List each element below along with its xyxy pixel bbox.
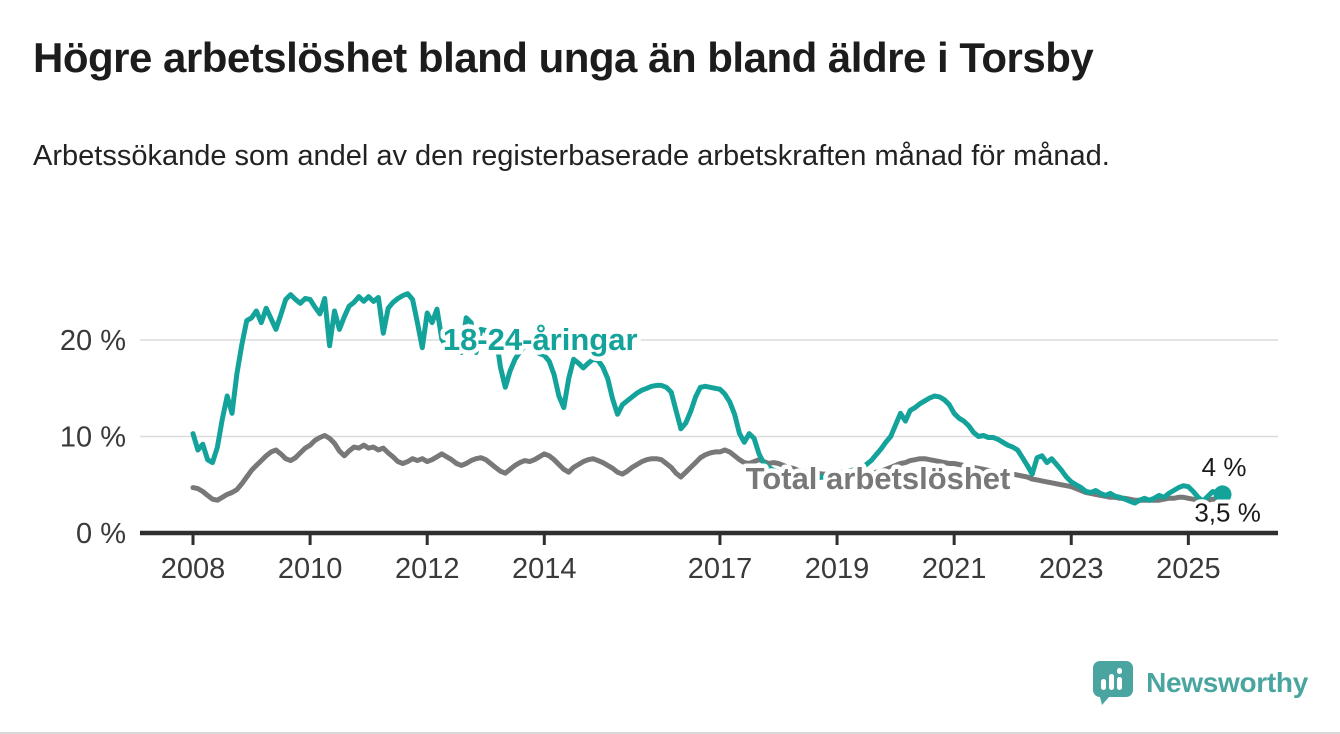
x-tick-label: 2008 xyxy=(161,553,226,585)
x-tick-label: 2017 xyxy=(688,553,753,585)
x-tick-label: 2012 xyxy=(395,553,460,585)
series-line-total-arbetsl-shet xyxy=(190,433,1225,504)
y-tick-label: 10 % xyxy=(60,422,126,454)
series-line-18-24-ringar xyxy=(190,291,1225,506)
chart-subtitle: Arbetssökande som andel av den registerb… xyxy=(33,140,1110,172)
x-tick-label: 2021 xyxy=(922,553,987,585)
brand-footer: Newsworthy xyxy=(1092,660,1308,706)
x-tick-label: 2025 xyxy=(1156,553,1221,585)
brand-name: Newsworthy xyxy=(1146,667,1308,698)
end-dot xyxy=(1213,485,1232,504)
newsworthy-logo-icon xyxy=(1093,661,1134,705)
x-tick-label: 2014 xyxy=(512,553,577,585)
y-tick-label: 20 % xyxy=(60,325,126,357)
end-value-label: 3,5 % xyxy=(1194,497,1261,527)
x-tick-label: 2010 xyxy=(278,553,343,585)
chart-title: Högre arbetslöshet bland unga än bland ä… xyxy=(33,34,1094,81)
y-tick-label: 0 % xyxy=(76,518,126,550)
x-tick-label: 2019 xyxy=(805,553,870,585)
end-value-label: 4 % xyxy=(1202,452,1247,482)
series-label: Total arbetslöshet xyxy=(746,461,1011,496)
x-tick-label: 2023 xyxy=(1039,553,1104,585)
bar-chart-glyph xyxy=(1101,668,1123,690)
series-label: 18-24-åringar xyxy=(443,322,638,357)
